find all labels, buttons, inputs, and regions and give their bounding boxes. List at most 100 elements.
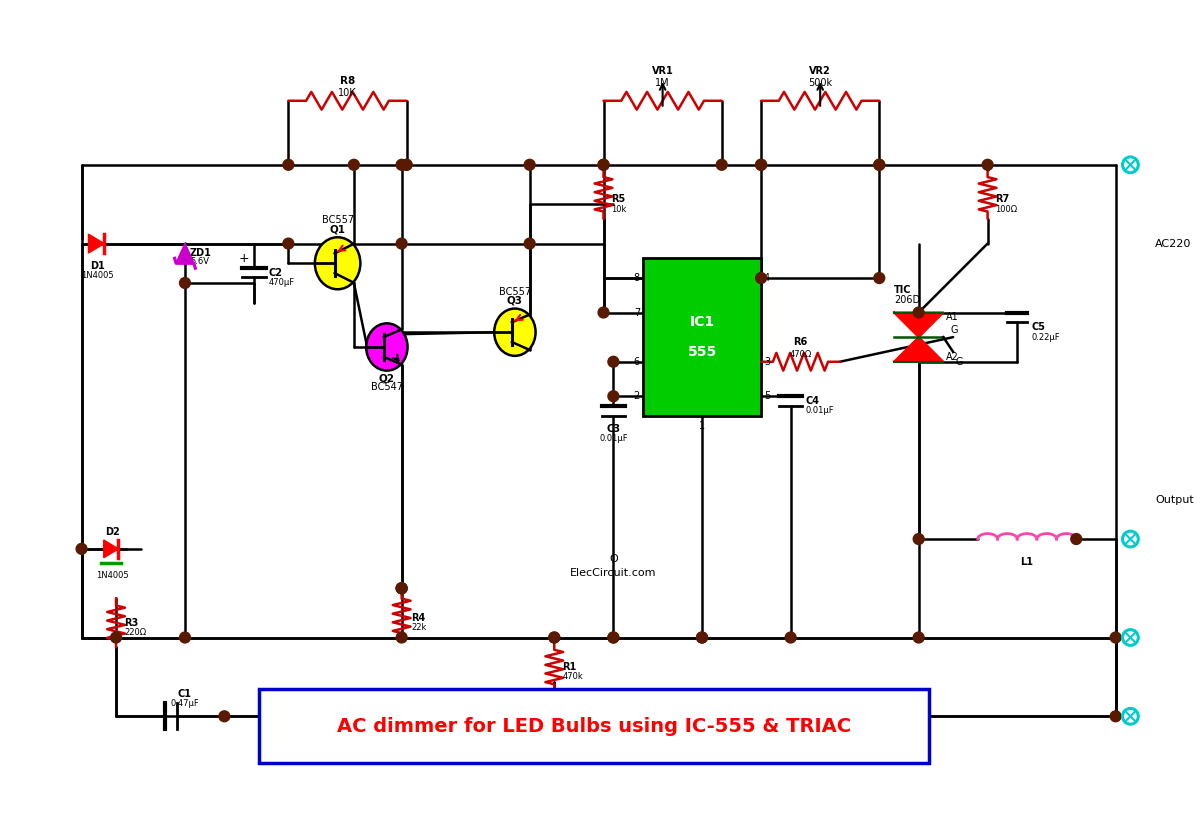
Text: Output: Output — [1156, 494, 1194, 505]
Circle shape — [913, 632, 924, 643]
Circle shape — [283, 159, 294, 170]
Text: 555: 555 — [688, 345, 716, 359]
Circle shape — [524, 159, 535, 170]
Text: R3: R3 — [124, 617, 138, 628]
Text: 1: 1 — [698, 421, 706, 431]
Text: L1: L1 — [1020, 557, 1033, 566]
Text: BC557: BC557 — [499, 287, 530, 296]
Text: 100Ω: 100Ω — [996, 204, 1018, 213]
Text: 500k: 500k — [808, 78, 833, 88]
Circle shape — [1070, 534, 1081, 544]
Circle shape — [180, 277, 191, 288]
Circle shape — [598, 159, 608, 170]
Text: 0.22μF: 0.22μF — [1032, 333, 1061, 342]
Circle shape — [608, 356, 619, 367]
Circle shape — [396, 583, 407, 594]
Text: 470k: 470k — [562, 672, 583, 681]
Text: AC220: AC220 — [1156, 239, 1192, 249]
Text: +: + — [239, 252, 248, 265]
Text: 0.01μF: 0.01μF — [805, 406, 834, 415]
Polygon shape — [103, 540, 119, 557]
Text: 3: 3 — [764, 357, 770, 367]
Circle shape — [913, 534, 924, 544]
Circle shape — [608, 391, 619, 401]
Text: 2: 2 — [634, 392, 640, 401]
Text: Q1: Q1 — [330, 224, 346, 234]
Polygon shape — [176, 244, 194, 264]
Text: VR1: VR1 — [652, 67, 673, 76]
Text: 5.6V: 5.6V — [190, 257, 209, 266]
Text: ElecCircuit.com: ElecCircuit.com — [570, 568, 656, 579]
Text: 470Ω: 470Ω — [790, 350, 811, 359]
Text: R5: R5 — [612, 195, 625, 204]
Circle shape — [982, 159, 994, 170]
FancyBboxPatch shape — [259, 689, 929, 763]
Circle shape — [548, 711, 559, 722]
Text: 7: 7 — [634, 308, 640, 318]
Circle shape — [180, 632, 191, 643]
Text: G: G — [950, 325, 958, 335]
Text: 5: 5 — [764, 392, 770, 401]
Text: 6: 6 — [634, 357, 640, 367]
Text: 206D: 206D — [894, 295, 920, 305]
Circle shape — [396, 159, 407, 170]
Text: 470μF: 470μF — [269, 278, 295, 287]
Circle shape — [598, 307, 608, 318]
Text: O: O — [608, 553, 618, 564]
Text: C1: C1 — [178, 689, 192, 699]
Bar — [643, 259, 761, 416]
Circle shape — [548, 632, 559, 643]
Text: 1N4005: 1N4005 — [82, 271, 114, 280]
Circle shape — [110, 632, 121, 643]
Text: R8: R8 — [340, 76, 355, 86]
Text: AC dimmer for LED Bulbs using IC-555 & TRIAC: AC dimmer for LED Bulbs using IC-555 & T… — [337, 717, 851, 736]
Text: Q2: Q2 — [379, 374, 395, 383]
Text: BC557: BC557 — [322, 215, 354, 226]
Text: Q3: Q3 — [506, 296, 523, 305]
Text: BC547: BC547 — [371, 383, 403, 392]
Circle shape — [696, 632, 708, 643]
Circle shape — [524, 238, 535, 249]
Circle shape — [756, 159, 767, 170]
Text: A2: A2 — [947, 352, 959, 362]
Text: 22k: 22k — [412, 623, 427, 632]
Text: 10k: 10k — [612, 204, 626, 213]
Ellipse shape — [366, 323, 408, 370]
Circle shape — [1110, 711, 1121, 722]
Circle shape — [548, 632, 559, 643]
Circle shape — [696, 632, 708, 643]
Polygon shape — [894, 313, 943, 337]
Text: D2: D2 — [104, 527, 120, 537]
Polygon shape — [894, 337, 943, 362]
Circle shape — [874, 159, 884, 170]
Circle shape — [608, 632, 619, 643]
Circle shape — [401, 159, 412, 170]
Circle shape — [785, 632, 796, 643]
Text: 8: 8 — [634, 273, 640, 283]
Circle shape — [913, 307, 924, 318]
Circle shape — [401, 159, 412, 170]
Text: IC1: IC1 — [690, 315, 714, 329]
Text: 0.01μF: 0.01μF — [599, 433, 628, 443]
Text: 470k: 470k — [562, 717, 583, 726]
Text: 10K: 10K — [338, 88, 356, 98]
Text: C2: C2 — [269, 268, 283, 278]
Circle shape — [874, 159, 884, 170]
Text: C3: C3 — [606, 424, 620, 433]
Text: R2: R2 — [562, 706, 576, 717]
Circle shape — [756, 159, 767, 170]
Text: 4: 4 — [764, 273, 770, 283]
Ellipse shape — [494, 309, 535, 355]
Text: TIC: TIC — [894, 285, 912, 295]
Ellipse shape — [314, 237, 360, 289]
Text: 0.47μF: 0.47μF — [170, 699, 199, 709]
Text: 1M: 1M — [655, 78, 670, 88]
Text: A1: A1 — [947, 313, 959, 323]
Text: ZD1: ZD1 — [190, 247, 211, 258]
Text: G: G — [955, 357, 962, 367]
Text: C4: C4 — [805, 397, 820, 406]
Circle shape — [874, 273, 884, 283]
Text: 1N4005: 1N4005 — [96, 571, 128, 580]
Circle shape — [76, 544, 86, 554]
Circle shape — [218, 711, 229, 722]
